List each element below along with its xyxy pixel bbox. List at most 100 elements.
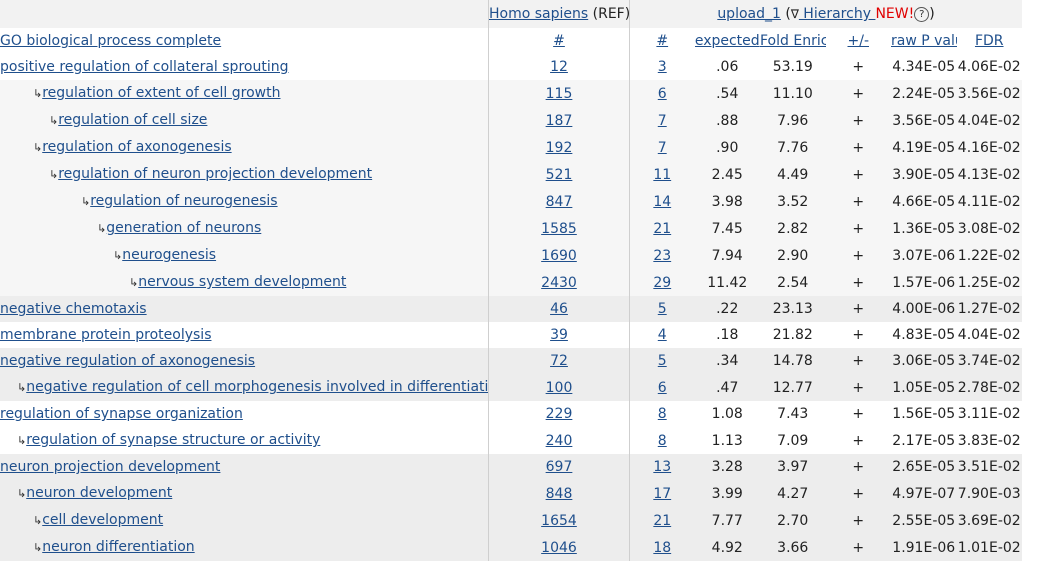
column-header-fdr[interactable]: FDR (956, 28, 1022, 54)
count-link[interactable]: 4 (657, 327, 667, 343)
count-link[interactable]: 6 (657, 85, 667, 102)
go-term-link[interactable]: neuron projection development (0, 459, 221, 475)
sort-expected-link[interactable]: expected (694, 33, 760, 49)
go-term-link[interactable]: regulation of synapse structure or activ… (26, 432, 321, 448)
hierarchy-triangle-icon[interactable]: ∇ (790, 7, 799, 21)
go-term-link[interactable]: regulation of neurogenesis (90, 193, 278, 209)
ref-count-link[interactable]: 46 (550, 301, 568, 317)
go-term-link[interactable]: regulation of cell size (58, 112, 208, 128)
ref-count-link[interactable]: 100 (545, 379, 573, 396)
count-cell: 4 (629, 322, 695, 348)
sign-cell: + (825, 454, 891, 480)
fold-enrichment-cell: 4.49 (760, 161, 826, 188)
go-term-link[interactable]: neuron differentiation (42, 539, 195, 555)
count-cell: 29 (629, 269, 695, 296)
ref-count-link[interactable]: 848 (545, 485, 573, 502)
go-term-link[interactable]: generation of neurons (106, 220, 262, 236)
go-term-link[interactable]: regulation of synapse organization (0, 406, 243, 422)
go-term-link[interactable]: negative chemotaxis (0, 301, 147, 317)
go-term-link[interactable]: neurogenesis (122, 247, 217, 263)
go-term-link[interactable]: negative regulation of cell morphogenesi… (26, 379, 488, 395)
sort-term-link[interactable]: GO biological process complete (0, 33, 222, 49)
go-term-link[interactable]: negative regulation of axonogenesis (0, 353, 256, 369)
go-term-link[interactable]: regulation of axonogenesis (42, 139, 232, 155)
go-term-link[interactable]: regulation of extent of cell growth (42, 85, 281, 101)
column-header-expected[interactable]: expected (694, 28, 760, 54)
column-header-ref-count[interactable]: # (488, 28, 629, 54)
sort-fold-link[interactable]: Fold Enrichment (760, 33, 826, 49)
count-link[interactable]: 17 (653, 485, 672, 502)
ref-count-link[interactable]: 1654 (541, 512, 577, 529)
count-link[interactable]: 11 (653, 166, 672, 183)
column-header-term[interactable]: GO biological process complete (0, 28, 488, 54)
sort-ref-count-link[interactable]: # (553, 33, 565, 49)
raw-p-cell: 1.36E-05 (891, 215, 957, 242)
ref-count-link[interactable]: 521 (545, 166, 573, 183)
ref-count-link[interactable]: 240 (545, 432, 573, 449)
sort-fdr-link[interactable]: FDR (974, 33, 1004, 49)
count-link[interactable]: 5 (657, 301, 667, 317)
column-header-count[interactable]: # (629, 28, 695, 54)
fold-enrichment-cell: 53.19 (760, 54, 826, 80)
ref-count-link[interactable]: 697 (545, 459, 573, 475)
help-icon[interactable]: ? (914, 7, 930, 22)
count-link[interactable]: 8 (657, 432, 667, 449)
count-link[interactable]: 21 (653, 220, 672, 237)
raw-p-cell: 1.05E-05 (891, 374, 957, 401)
count-link[interactable]: 5 (657, 353, 667, 369)
count-cell: 17 (629, 480, 695, 507)
ref-count-link[interactable]: 12 (550, 59, 568, 75)
count-link[interactable]: 23 (653, 247, 672, 264)
ref-count-link[interactable]: 39 (550, 327, 568, 343)
ref-count-link[interactable]: 229 (545, 406, 573, 422)
go-term-link[interactable]: membrane protein proteolysis (0, 327, 212, 343)
count-link[interactable]: 13 (653, 459, 672, 475)
column-header-raw-p[interactable]: raw P value (891, 28, 957, 54)
sort-count-link[interactable]: # (656, 33, 669, 49)
ref-count-link[interactable]: 847 (545, 193, 573, 210)
go-term-cell: ↳regulation of cell size (0, 107, 488, 134)
count-link[interactable]: 6 (657, 379, 667, 396)
count-link[interactable]: 7 (657, 112, 667, 129)
ref-count-link[interactable]: 2430 (541, 274, 577, 291)
column-header-sign[interactable]: +/- (825, 28, 891, 54)
count-cell: 5 (629, 296, 695, 322)
hierarchy-toggle-link[interactable]: Hierarchy (798, 6, 876, 22)
ref-count-link[interactable]: 187 (545, 112, 573, 129)
count-link[interactable]: 7 (657, 139, 667, 156)
ref-count-link[interactable]: 1690 (541, 247, 577, 264)
ref-count-link[interactable]: 1046 (541, 539, 577, 556)
go-term-link[interactable]: cell development (42, 512, 164, 528)
column-header-fold[interactable]: Fold Enrichment (760, 28, 826, 54)
sort-raw-p-link[interactable]: raw P value (891, 33, 957, 49)
sign-cell: + (825, 374, 891, 401)
count-link[interactable]: 29 (653, 274, 672, 291)
go-term-link[interactable]: neuron development (26, 485, 173, 501)
child-arrow-icon: ↳ (113, 249, 123, 262)
upload-open-paren: ( (780, 6, 791, 22)
go-term-cell: negative chemotaxis (0, 296, 488, 322)
go-term-link[interactable]: nervous system development (138, 274, 347, 290)
upload-list-link[interactable]: upload_1 (717, 6, 781, 22)
count-link[interactable]: 3 (657, 59, 667, 75)
ref-count-link[interactable]: 72 (550, 353, 568, 369)
fdr-cell: 3.69E-02 (956, 507, 1022, 534)
ref-count-link[interactable]: 192 (545, 139, 573, 156)
ref-organism-link[interactable]: Homo sapiens (489, 6, 589, 22)
expected-cell: .90 (694, 134, 760, 161)
raw-p-cell: 1.57E-06 (891, 269, 957, 296)
count-link[interactable]: 21 (653, 512, 672, 529)
table-row: ↳regulation of neuron projection develop… (0, 161, 1022, 188)
fdr-cell: 1.01E-02 (956, 534, 1022, 561)
ref-count-link[interactable]: 115 (545, 85, 573, 102)
go-term-link[interactable]: regulation of neuron projection developm… (58, 166, 373, 182)
table-row: ↳generation of neurons 1585 21 7.45 2.82 +1.3… (0, 215, 1022, 242)
ref-count-link[interactable]: 1585 (541, 220, 577, 237)
fdr-cell: 7.90E-03 (956, 480, 1022, 507)
count-link[interactable]: 14 (653, 193, 672, 210)
sort-sign-link[interactable]: +/- (847, 33, 870, 49)
fold-enrichment-cell: 2.82 (760, 215, 826, 242)
go-term-link[interactable]: positive regulation of collateral sprout… (0, 59, 289, 75)
count-link[interactable]: 8 (657, 406, 667, 422)
count-link[interactable]: 18 (653, 539, 672, 556)
